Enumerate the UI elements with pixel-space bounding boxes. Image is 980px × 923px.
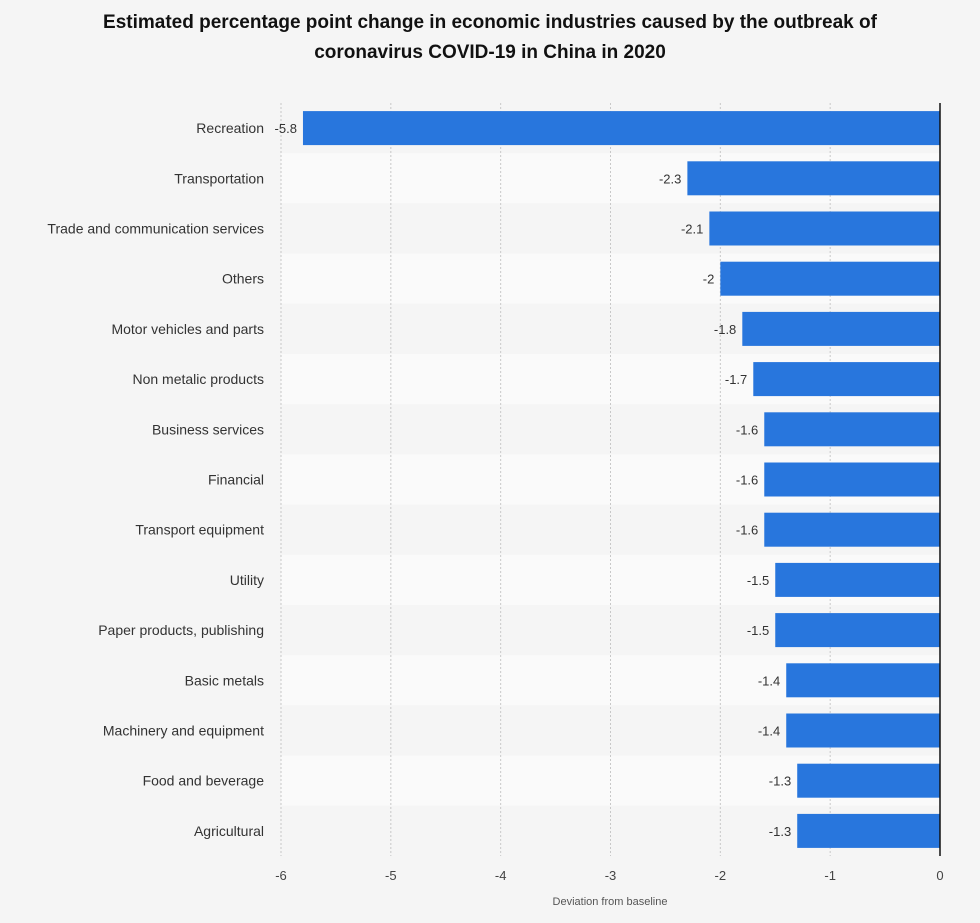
x-tick-label: 0 [936, 868, 943, 883]
bar[interactable] [709, 211, 940, 246]
value-label: -2.3 [659, 171, 681, 186]
bar[interactable] [797, 763, 940, 798]
value-label: -5.8 [275, 121, 297, 136]
category-label: Motor vehicles and parts [111, 321, 264, 337]
x-tick-label: -3 [605, 868, 617, 883]
bar[interactable] [797, 813, 940, 848]
chart-title-line-2: coronavirus COVID-19 in China in 2020 [314, 42, 666, 63]
bar[interactable] [753, 362, 940, 397]
value-label: -1.7 [725, 372, 747, 387]
value-label: -1.3 [769, 774, 791, 789]
value-label: -1.5 [747, 623, 769, 638]
category-label: Transport equipment [135, 522, 264, 538]
value-label: -1.5 [747, 573, 769, 588]
category-label: Food and beverage [143, 773, 265, 789]
category-label: Paper products, publishing [98, 622, 264, 638]
bar[interactable] [720, 261, 940, 296]
value-label: -2.1 [681, 222, 703, 237]
bar[interactable] [687, 161, 940, 196]
x-tick-label: -4 [495, 868, 507, 883]
category-label: Trade and communication services [47, 221, 264, 237]
category-label: Machinery and equipment [103, 723, 264, 739]
x-tick-label: -1 [824, 868, 836, 883]
value-label: -1.6 [736, 422, 758, 437]
category-label: Transportation [174, 170, 264, 186]
category-label: Utility [230, 572, 264, 588]
value-label: -1.6 [736, 523, 758, 538]
category-label: Non metalic products [132, 371, 264, 387]
chart-title-line-1: Estimated percentage point change in eco… [103, 12, 877, 33]
category-labels: Recreation Transportation Trade and commun… [47, 120, 264, 839]
bar[interactable] [764, 512, 940, 547]
x-tick-label: -5 [385, 868, 397, 883]
value-label: -1.6 [736, 473, 758, 488]
category-label: Recreation [196, 120, 264, 136]
bar[interactable] [764, 412, 940, 447]
bar[interactable] [775, 562, 940, 597]
value-label: -1.8 [714, 322, 736, 337]
category-label: Basic metals [185, 672, 264, 688]
category-label: Business services [152, 421, 264, 437]
x-tick-label: -2 [715, 868, 727, 883]
bar[interactable] [302, 111, 940, 146]
x-axis-label: Deviation from baseline [553, 896, 668, 908]
value-label: -1.3 [769, 824, 791, 839]
bar[interactable] [764, 462, 940, 497]
category-label: Agricultural [194, 823, 264, 839]
x-tick-labels: -6 -5 -4 -3 -2 -1 0 [275, 868, 943, 883]
value-label: -1.4 [758, 673, 780, 688]
value-label: -2 [703, 272, 715, 287]
category-label: Financial [208, 472, 264, 488]
chart-title: Estimated percentage point change in eco… [0, 8, 980, 68]
value-label: -1.4 [758, 724, 780, 739]
value-labels: -5.8 -2.3 -2.1 -2 -1.8 -1.7 -1.6 -1.6 -1.6 -1.5 -1… [275, 121, 792, 839]
bar[interactable] [786, 713, 940, 748]
bar[interactable] [786, 663, 940, 698]
bars [302, 111, 940, 848]
category-label: Others [222, 271, 264, 287]
x-tick-label: -6 [275, 868, 287, 883]
bar[interactable] [775, 613, 940, 648]
bar[interactable] [742, 311, 940, 346]
